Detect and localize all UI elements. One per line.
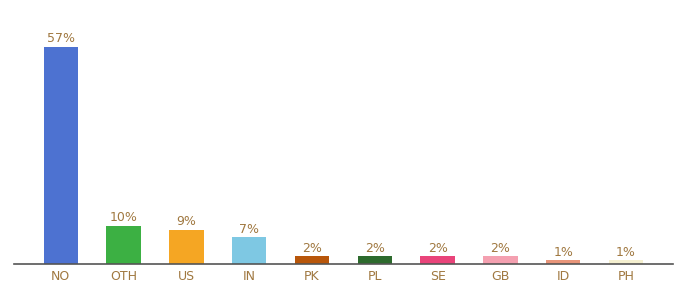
Text: 57%: 57% xyxy=(47,32,75,45)
Bar xyxy=(358,256,392,264)
Bar xyxy=(609,260,643,264)
Bar xyxy=(546,260,581,264)
Text: 2%: 2% xyxy=(428,242,447,255)
Bar xyxy=(232,237,267,264)
Bar xyxy=(294,256,329,264)
Bar xyxy=(106,226,141,264)
Bar xyxy=(169,230,204,264)
Text: 9%: 9% xyxy=(177,215,197,228)
Text: 2%: 2% xyxy=(365,242,385,255)
Bar xyxy=(44,47,78,264)
Text: 2%: 2% xyxy=(490,242,510,255)
Text: 7%: 7% xyxy=(239,223,259,236)
Text: 1%: 1% xyxy=(616,246,636,259)
Bar xyxy=(420,256,455,264)
Text: 1%: 1% xyxy=(554,246,573,259)
Text: 2%: 2% xyxy=(302,242,322,255)
Text: 10%: 10% xyxy=(109,212,137,224)
Bar xyxy=(483,256,517,264)
